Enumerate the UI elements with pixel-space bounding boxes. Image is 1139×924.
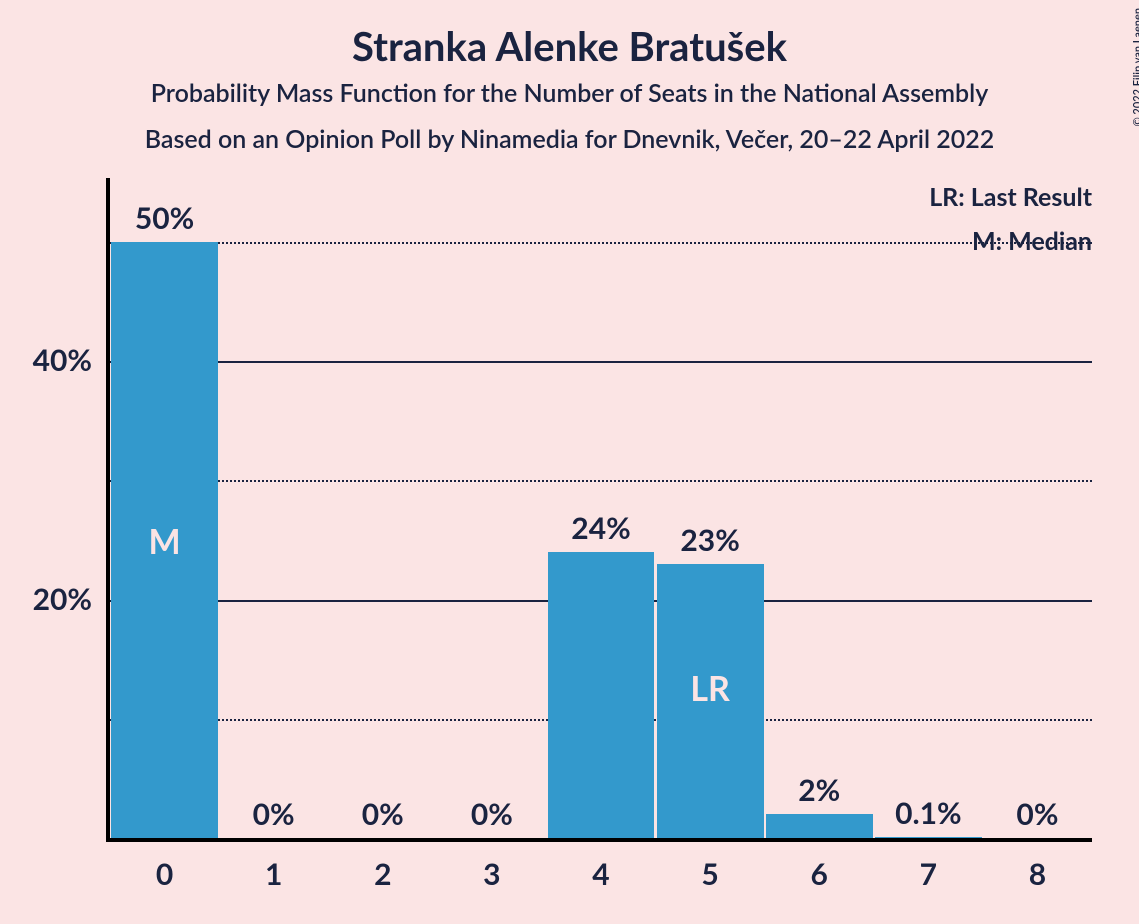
- x-axis-label: 1: [219, 856, 328, 892]
- legend-item: LR: Last Result: [929, 182, 1092, 212]
- bar-value-label: 50%: [110, 200, 219, 236]
- x-axis-line: [106, 838, 1092, 842]
- y-axis-label: 40%: [0, 342, 92, 378]
- x-axis-label: 5: [656, 856, 765, 892]
- gridline-minor: [110, 242, 1092, 244]
- x-axis-label: 2: [328, 856, 437, 892]
- legend-item: M: Median: [972, 226, 1092, 256]
- bar: [548, 552, 655, 838]
- chart-subtitle-1: Probability Mass Function for the Number…: [0, 78, 1139, 108]
- bar-value-label: 0%: [328, 796, 437, 832]
- chart-canvas: Stranka Alenke Bratušek Probability Mass …: [0, 0, 1139, 924]
- x-axis-label: 6: [765, 856, 874, 892]
- bar-value-label: 0.1%: [874, 795, 983, 831]
- x-axis-label: 8: [983, 856, 1092, 892]
- x-axis-label: 0: [110, 856, 219, 892]
- y-axis-line: [106, 178, 110, 842]
- bar-value-label: 0%: [219, 796, 328, 832]
- gridline-minor: [110, 480, 1092, 482]
- in-bar-label: M: [111, 521, 218, 562]
- x-axis-label: 4: [546, 856, 655, 892]
- bar-value-label: 2%: [765, 772, 874, 808]
- bar-value-label: 23%: [656, 522, 765, 558]
- chart-title: Stranka Alenke Bratušek: [0, 22, 1139, 70]
- copyright-text: © 2022 Filip van Laenen: [1131, 8, 1139, 126]
- x-axis-label: 3: [437, 856, 546, 892]
- chart-subtitle-2: Based on an Opinion Poll by Ninamedia fo…: [0, 124, 1139, 154]
- bar: [766, 814, 873, 838]
- x-axis-label: 7: [874, 856, 983, 892]
- in-bar-label: LR: [657, 668, 764, 709]
- bar-value-label: 24%: [546, 510, 655, 546]
- gridline-major: [110, 361, 1092, 363]
- y-axis-label: 20%: [0, 581, 92, 617]
- bar-value-label: 0%: [983, 796, 1092, 832]
- bar-value-label: 0%: [437, 796, 546, 832]
